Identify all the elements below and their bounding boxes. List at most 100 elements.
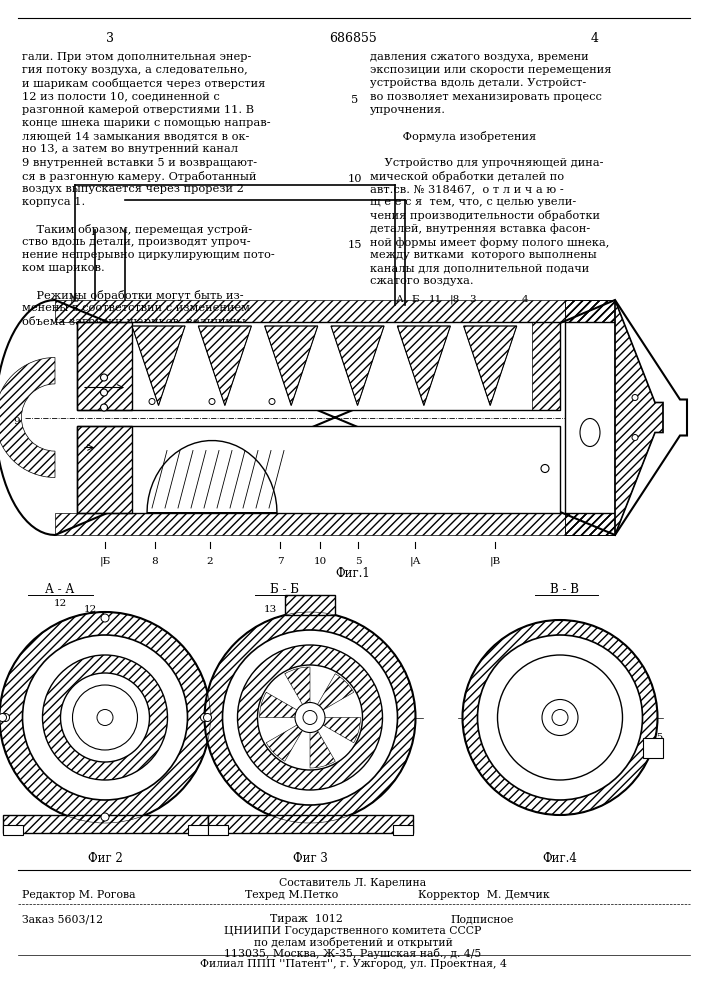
Text: разгонной камерой отверстиями 11. В: разгонной камерой отверстиями 11. В (22, 105, 254, 115)
Circle shape (632, 394, 638, 400)
Text: каналы для дополнительной подачи: каналы для дополнительной подачи (370, 263, 589, 273)
Text: упрочнения.: упрочнения. (370, 105, 446, 115)
Text: 686855: 686855 (329, 32, 377, 45)
Text: воздух выпускается через прорези 2: воздух выпускается через прорези 2 (22, 184, 244, 194)
Text: 3: 3 (469, 295, 477, 304)
Text: 8: 8 (152, 557, 158, 566)
Circle shape (101, 813, 109, 821)
Text: 10: 10 (313, 557, 327, 566)
Bar (285, 595, 335, 615)
Text: Режимы обработки могут быть из-: Режимы обработки могут быть из- (22, 290, 244, 301)
Circle shape (97, 710, 113, 726)
Text: Фиг.1: Фиг.1 (336, 567, 370, 580)
Text: 4: 4 (591, 32, 599, 45)
Circle shape (101, 614, 109, 622)
Circle shape (204, 714, 211, 722)
Bar (207, 815, 412, 833)
Bar (532, 322, 560, 410)
Text: 113035, Москва, Ж-35, Раушская наб., д. 4/5: 113035, Москва, Ж-35, Раушская наб., д. … (224, 948, 481, 959)
Text: щ е е с я  тем, что, с целью увели-: щ е е с я тем, что, с целью увели- (370, 197, 576, 207)
Text: 13: 13 (264, 605, 276, 614)
Circle shape (23, 635, 187, 800)
Text: ся в разгонную камеру. Отработанный: ся в разгонную камеру. Отработанный (22, 171, 257, 182)
Polygon shape (132, 326, 185, 406)
Text: экспозиции или скорости перемещения: экспозиции или скорости перемещения (370, 65, 612, 75)
Text: Фиг 2: Фиг 2 (88, 852, 122, 865)
Bar (77, 426, 132, 513)
Text: 9: 9 (13, 418, 21, 426)
Text: Филиал ППП ''Патент'', г. Ужгород, ул. Проектная, 4: Филиал ППП ''Патент'', г. Ужгород, ул. П… (199, 959, 506, 969)
Bar (77, 426, 560, 513)
Bar (55, 300, 615, 322)
Text: 4: 4 (522, 295, 528, 304)
Text: 12: 12 (53, 599, 66, 608)
Text: ство вдоль детали, производят упроч-: ство вдоль детали, производят упроч- (22, 237, 250, 247)
Text: устройства вдоль детали. Устройст-: устройства вдоль детали. Устройст- (370, 78, 586, 88)
Text: 5: 5 (355, 557, 361, 566)
Text: 3: 3 (106, 32, 114, 45)
Circle shape (303, 710, 317, 724)
Text: 7: 7 (276, 557, 284, 566)
Bar (565, 513, 615, 535)
Text: |8: |8 (450, 295, 460, 304)
Circle shape (542, 700, 578, 736)
Circle shape (61, 673, 149, 762)
Text: ляющей 14 замыкания вводятся в ок-: ляющей 14 замыкания вводятся в ок- (22, 131, 250, 141)
Text: мической обработки деталей по: мической обработки деталей по (370, 171, 564, 182)
Bar (3, 825, 23, 835)
Text: Б: Б (411, 295, 419, 304)
Circle shape (498, 655, 622, 780)
Polygon shape (331, 326, 384, 406)
Text: Б - Б: Б - Б (271, 583, 300, 596)
Text: 12: 12 (83, 605, 97, 614)
Polygon shape (615, 300, 663, 535)
Circle shape (0, 612, 211, 823)
Bar (77, 322, 560, 410)
Text: В - В: В - В (551, 583, 580, 596)
Circle shape (269, 398, 275, 404)
Text: 2: 2 (206, 557, 214, 566)
Text: корпуса 1.: корпуса 1. (22, 197, 86, 207)
Circle shape (73, 685, 137, 750)
Text: |6: |6 (70, 295, 81, 304)
Text: Фиг 3: Фиг 3 (293, 852, 327, 865)
Bar (565, 300, 615, 535)
Text: но 13, а затем во внутренний канал: но 13, а затем во внутренний канал (22, 144, 238, 154)
Polygon shape (397, 326, 450, 406)
Text: менены в соответствии с изменением: менены в соответствии с изменением (22, 303, 250, 313)
Text: во позволяет механизировать процесс: во позволяет механизировать процесс (370, 92, 602, 102)
Circle shape (0, 714, 6, 722)
Circle shape (477, 635, 643, 800)
Circle shape (257, 665, 363, 770)
Text: Составитель Л. Карелина: Составитель Л. Карелина (279, 878, 426, 888)
Circle shape (204, 612, 416, 823)
Bar (3, 815, 207, 833)
Circle shape (632, 434, 638, 440)
Text: конце шнека шарики с помощью направ-: конце шнека шарики с помощью направ- (22, 118, 271, 128)
Text: сжатого воздуха.: сжатого воздуха. (370, 276, 474, 286)
Text: гия потоку воздуха, а следовательно,: гия потоку воздуха, а следовательно, (22, 65, 247, 75)
Bar (187, 825, 207, 835)
Bar (207, 825, 228, 835)
Text: объема загрузки шариков, величины: объема загрузки шариков, величины (22, 316, 246, 327)
Text: 11: 11 (428, 295, 442, 304)
Text: 10: 10 (348, 174, 362, 184)
Text: Подписное: Подписное (450, 914, 513, 924)
Circle shape (209, 398, 215, 404)
Circle shape (541, 464, 549, 473)
Polygon shape (147, 441, 277, 513)
Ellipse shape (580, 418, 600, 446)
Polygon shape (464, 326, 517, 406)
Text: 12 из полости 10, соединенной с: 12 из полости 10, соединенной с (22, 92, 220, 102)
Text: Редактор М. Рогова: Редактор М. Рогова (22, 890, 136, 900)
Text: |В: |В (489, 557, 501, 566)
Text: Корректор  М. Демчик: Корректор М. Демчик (418, 890, 550, 900)
Circle shape (201, 714, 209, 722)
Text: Тираж  1012: Тираж 1012 (270, 914, 343, 924)
Polygon shape (0, 300, 687, 535)
Text: Техред М.Петко: Техред М.Петко (245, 890, 338, 900)
Circle shape (149, 398, 155, 404)
Bar (643, 738, 662, 758)
Text: и шарикам сообщается через отверстия: и шарикам сообщается через отверстия (22, 78, 265, 89)
Circle shape (552, 710, 568, 726)
